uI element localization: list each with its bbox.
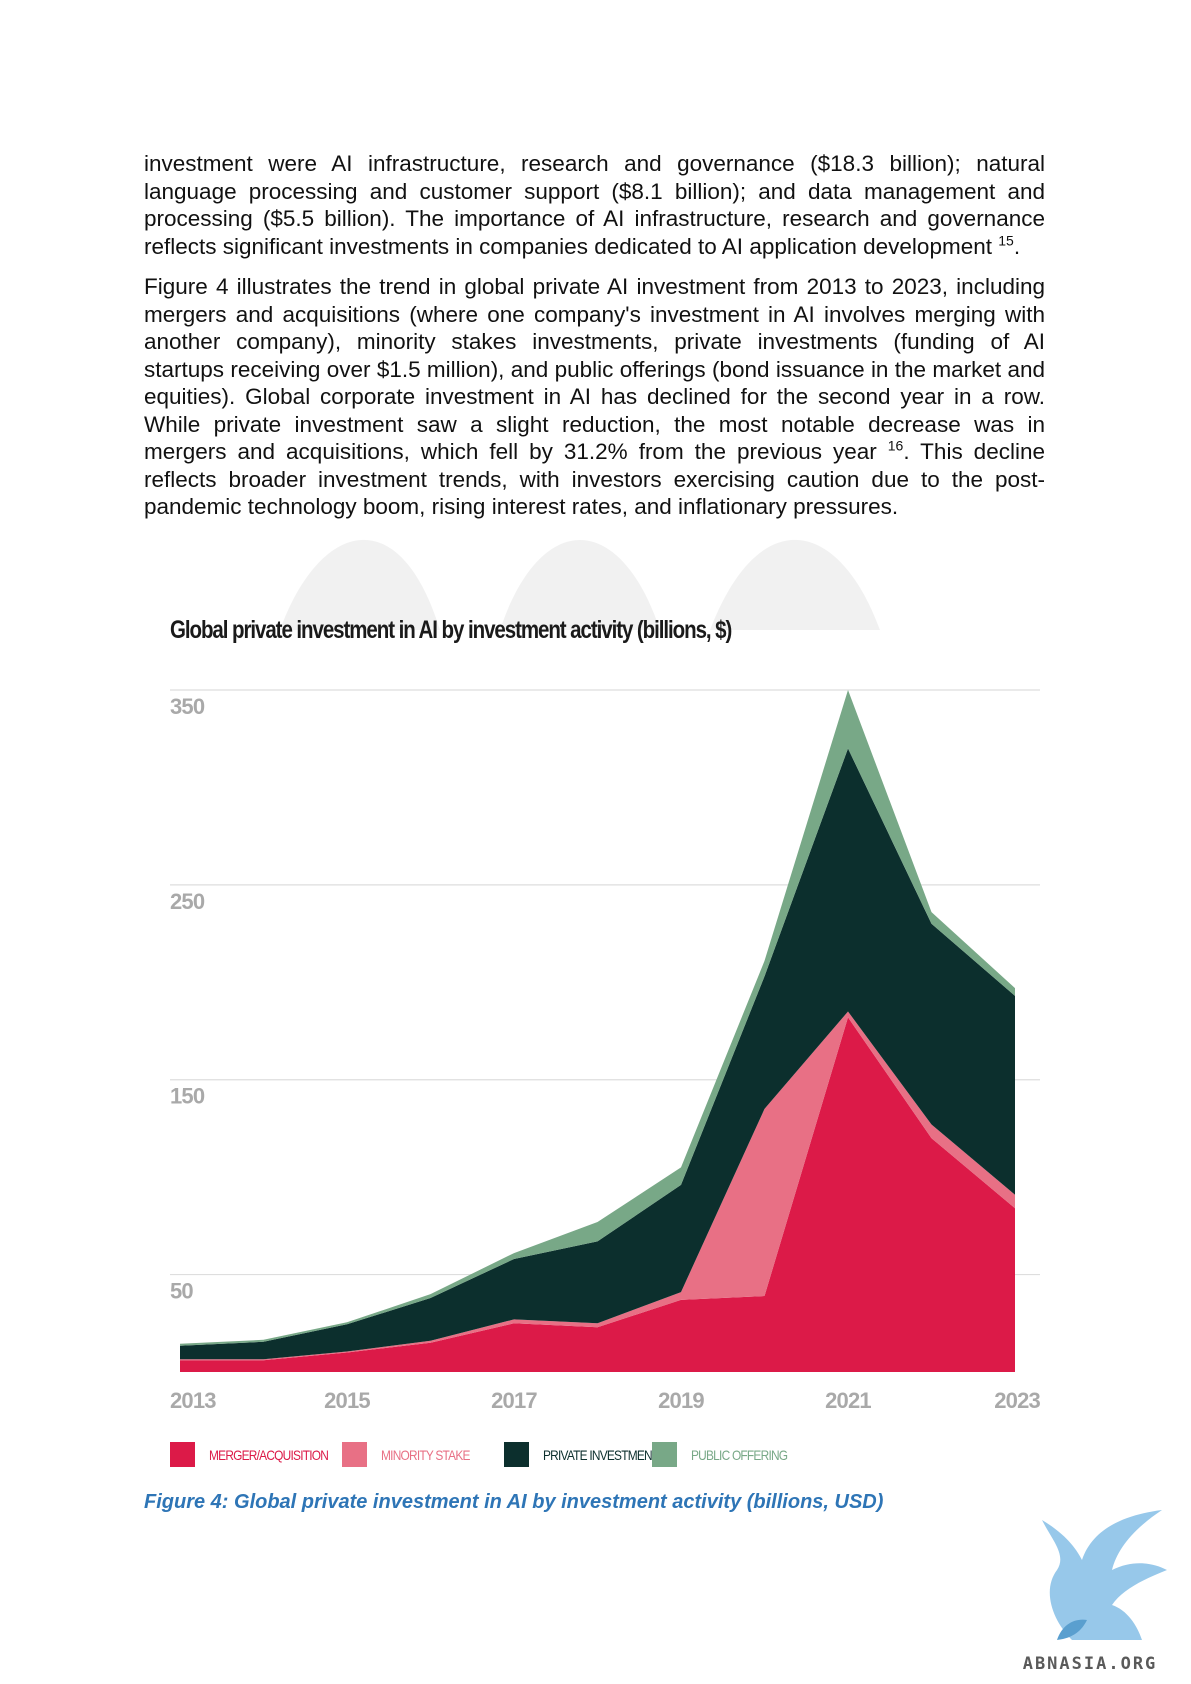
footnote-ref-15: 15 [998,232,1014,248]
body-text: investment were AI infrastructure, resea… [144,150,1045,534]
y-tick-label: 250 [170,889,205,914]
legend-label: MINORITY STAKE [381,1446,470,1463]
legend-item: PRIVATE INVESTMENT [504,1442,679,1467]
y-tick-label: 150 [170,1084,205,1109]
legend-item: MINORITY STAKE [342,1442,485,1467]
area-private-investment [180,748,1015,1360]
logo-text: ABNASIA.ORG [1022,1654,1158,1674]
x-tick-label: 2013 [170,1388,216,1413]
x-axis-ticks: 2013 2015 2017 2019 2021 2023 [170,1388,1041,1413]
legend-item: MERGER/ACQUISITION [170,1442,349,1467]
background-watermark [280,539,880,630]
legend-label: PUBLIC OFFERING [691,1446,788,1463]
paragraph-2-text: Figure 4 illustrates the trend in global… [144,274,1045,464]
chart-title: Global private investment in AI by inves… [170,616,732,644]
y-axis-ticks: 350 250 150 50 [170,694,206,1304]
legend-label: MERGER/ACQUISITION [209,1446,329,1463]
legend-item: PUBLIC OFFERING [652,1442,804,1467]
x-tick-label: 2015 [324,1388,370,1413]
paragraph-1-text: investment were AI infrastructure, resea… [144,151,1045,259]
x-tick-label: 2019 [658,1388,704,1413]
footnote-ref-16: 16 [887,437,904,454]
stacked-area-chart: 350 250 150 50 2013 2015 2017 2019 2021 2023 [170,689,1041,1413]
griffin-logo-icon [1042,1510,1167,1640]
legend-swatch [342,1442,367,1467]
paragraph-2: Figure 4 illustrates the trend in global… [144,273,1045,521]
series-areas [180,690,1015,1372]
x-tick-label: 2021 [825,1388,871,1413]
paragraph-2-end: . This decline reflects broader investme… [144,439,1045,519]
figure-caption: Figure 4: Global private investment in A… [144,1491,884,1513]
paragraph-1: investment were AI infrastructure, resea… [144,150,1045,260]
area-public-offering [180,690,1015,1346]
paragraph-1-end: . [1013,233,1021,259]
x-tick-label: 2023 [994,1388,1040,1413]
y-tick-label: 50 [170,1279,193,1304]
y-tick-label: 350 [170,694,205,719]
legend-swatch [652,1442,677,1467]
legend-swatch [170,1442,195,1467]
area-minority-stake [180,1011,1015,1361]
legend-swatch [504,1442,529,1467]
area-merger-acquisition [180,1017,1015,1372]
legend-label: PRIVATE INVESTMENT [543,1446,659,1463]
x-tick-label: 2017 [491,1388,537,1413]
